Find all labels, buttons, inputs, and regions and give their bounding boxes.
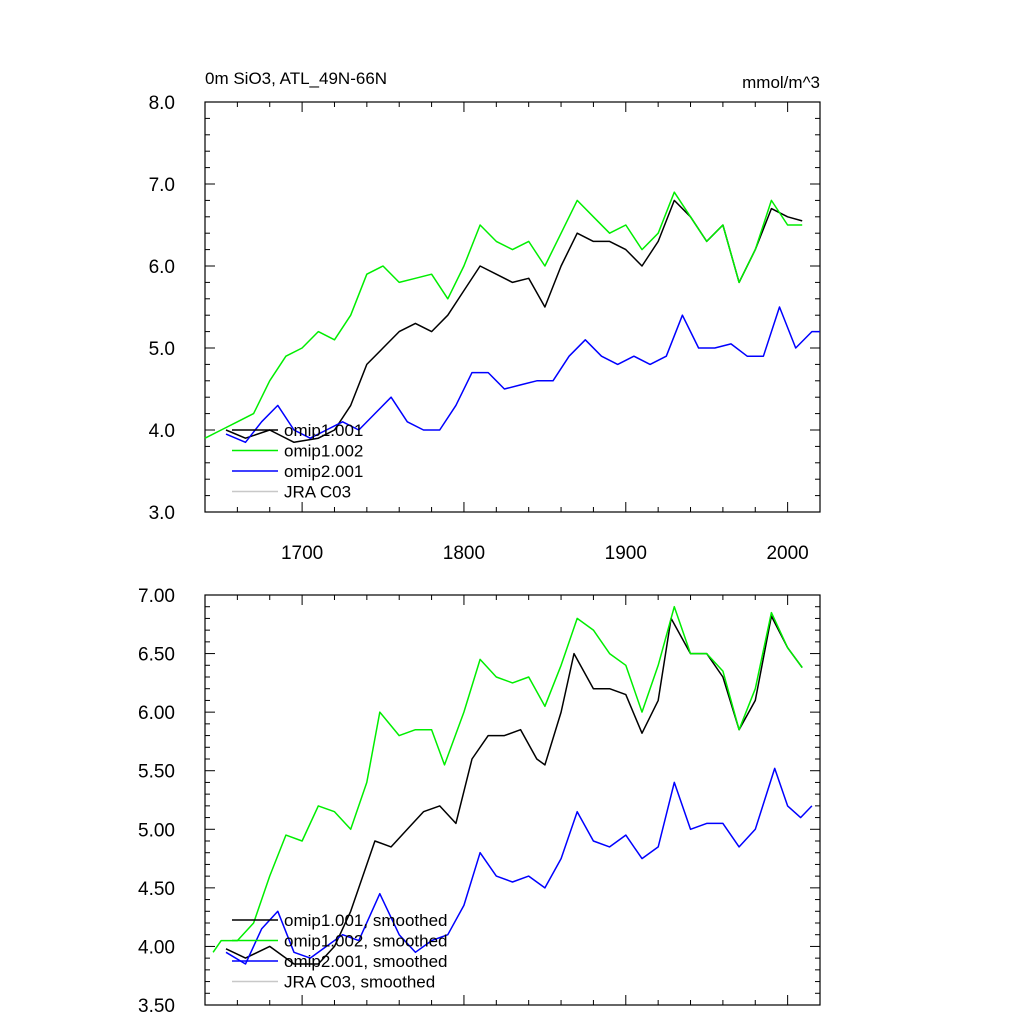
- x-tick-label: 1700: [281, 543, 323, 564]
- units-label: mmol/m^3: [742, 73, 820, 92]
- x-tick-label: 2000: [766, 543, 808, 564]
- series-line-3: [225, 767, 813, 965]
- legend-label: JRA C03: [284, 483, 351, 502]
- y-tick-label: 5.00: [138, 820, 175, 841]
- y-tick-label: 5.50: [138, 762, 175, 783]
- series-line-2: [212, 605, 803, 953]
- axis-ticks: [204, 594, 821, 1006]
- x-tick-label: 1900: [605, 543, 647, 564]
- y-axis: 3.50 4.00 4.50 5.00 5.50 6.00 6.50 7.00: [138, 586, 175, 1017]
- y-tick-label: 3.0: [149, 503, 175, 524]
- series-group: [204, 191, 820, 444]
- series-group: [212, 605, 813, 965]
- y-tick-label: 8.0: [149, 93, 175, 114]
- chart-title: 0m SiO3, ATL_49N-66N: [205, 69, 387, 88]
- legend-label: omip1.002, smoothed: [284, 932, 448, 951]
- y-tick-label: 6.50: [138, 645, 175, 666]
- plot-frame: [204, 594, 821, 1006]
- legend-label: omip2.001, smoothed: [284, 952, 448, 971]
- plot-frame: [204, 101, 821, 513]
- legend-label: JRA C03, smoothed: [284, 973, 435, 992]
- y-tick-label: 5.0: [149, 339, 175, 360]
- bottom-panel: 3.50 4.00 4.50 5.00 5.50 6.00 6.50 7.00 omip1.0…: [138, 586, 821, 1017]
- x-axis: 1700 1800 1900 2000: [281, 543, 809, 564]
- series-line-1: [225, 615, 803, 965]
- axis-ticks: [204, 101, 821, 513]
- y-axis: 3.0 4.0 5.0 6.0 7.0 8.0: [149, 93, 175, 524]
- y-tick-label: 7.00: [138, 586, 175, 607]
- legend-label: omip1.002: [284, 442, 363, 461]
- y-tick-label: 3.50: [138, 996, 175, 1017]
- y-tick-label: 6.00: [138, 703, 175, 724]
- y-tick-label: 4.00: [138, 937, 175, 958]
- legend-label: omip1.001: [284, 421, 363, 440]
- y-tick-label: 4.0: [149, 421, 175, 442]
- x-tick-label: 1800: [443, 543, 485, 564]
- y-tick-label: 4.50: [138, 879, 175, 900]
- top-panel: 0m SiO3, ATL_49N-66N mmol/m^3 3.0 4.0 5.0 6…: [149, 69, 821, 564]
- y-tick-label: 6.0: [149, 257, 175, 278]
- series-line-3: [225, 306, 820, 444]
- legend: omip1.001, smoothed omip1.002, smoothedom…: [232, 911, 448, 992]
- series-line-2: [204, 191, 803, 439]
- legend-label: omip2.001: [284, 462, 363, 481]
- y-tick-label: 7.0: [149, 175, 175, 196]
- legend-label: omip1.001, smoothed: [284, 911, 448, 930]
